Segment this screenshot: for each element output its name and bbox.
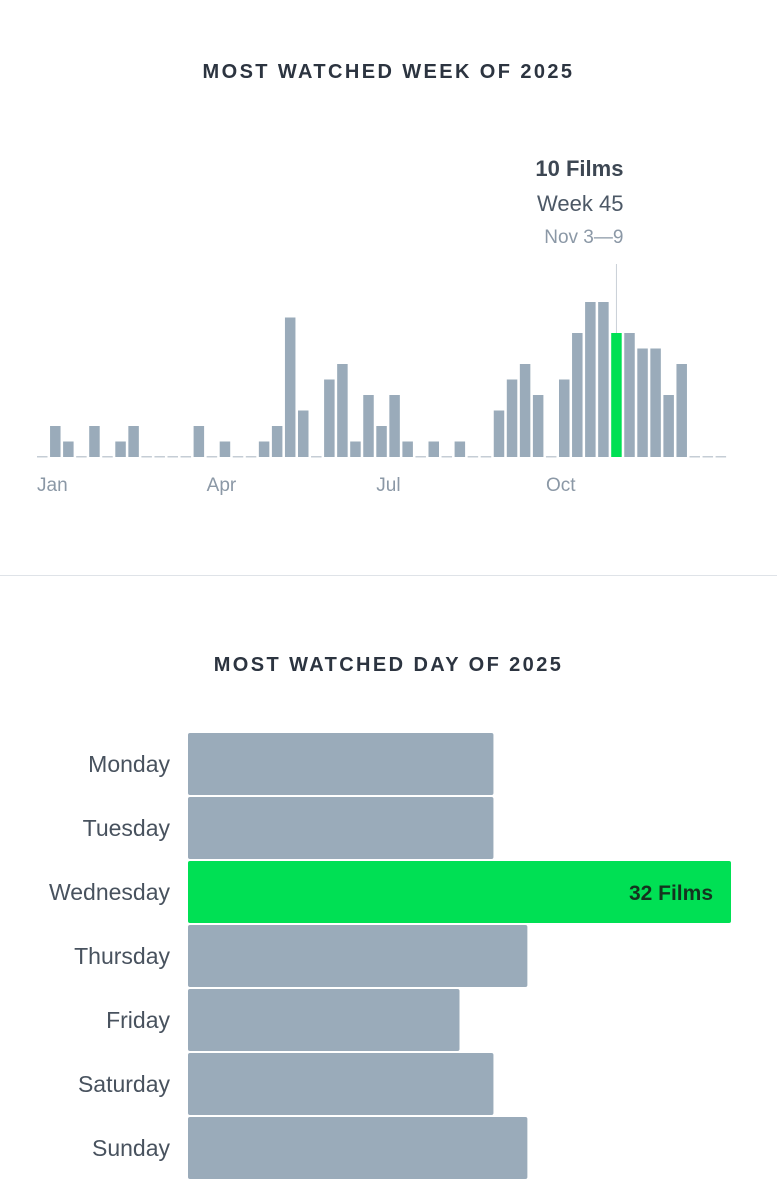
week-bar-empty [206, 456, 218, 458]
week-bar-empty [102, 456, 113, 458]
week-bar [89, 426, 100, 457]
week-bar-empty [180, 456, 192, 458]
day-bar [188, 861, 731, 923]
week-bar-empty [441, 456, 453, 458]
x-tick-label: Jan [37, 475, 68, 496]
week-bar [63, 441, 74, 457]
daily-films-chart: Monday Tuesday Wednesday 32 Films Thursday Fr… [49, 733, 731, 1179]
week-bar [559, 379, 570, 457]
week-bar-empty [232, 456, 244, 458]
week-bar [624, 333, 635, 457]
week-bar [611, 333, 622, 457]
week-bar [115, 441, 126, 457]
week-bar-empty [467, 456, 479, 458]
week-bar [128, 426, 139, 457]
week-bar [598, 302, 609, 457]
week-bar [337, 364, 348, 457]
week-bar-empty [715, 456, 727, 458]
week-bar [219, 441, 231, 457]
week-chart-title: MOST WATCHED WEEK OF 2025 [202, 61, 575, 83]
weekly-films-chart: Jan Apr Jul Oct 10 Films Week 45 Nov 3—9 [37, 156, 727, 496]
week-bar-empty [311, 456, 322, 458]
week-bar-empty [167, 456, 178, 458]
week-bar [350, 441, 361, 457]
week-bar [532, 395, 544, 457]
week-bar [258, 441, 270, 457]
week-bar-empty [545, 456, 557, 458]
day-bar [188, 733, 494, 795]
week-bar [572, 333, 583, 457]
week-bar [676, 364, 687, 457]
week-bar-empty [141, 456, 152, 458]
day-label: Wednesday [49, 879, 171, 905]
day-bar [188, 925, 528, 987]
week-bar [284, 317, 296, 457]
section-divider [0, 575, 777, 576]
week-bar [650, 348, 661, 457]
day-bar [188, 1053, 494, 1115]
week-bar [663, 395, 674, 457]
week-bar [363, 395, 374, 457]
day-chart-title: MOST WATCHED DAY OF 2025 [213, 654, 564, 676]
day-label: Sunday [92, 1135, 171, 1161]
highlight-films-label: 10 Films [535, 156, 623, 181]
highlight-week-label: Week 45 [537, 191, 623, 216]
week-bar-empty [76, 456, 87, 458]
x-tick-label: Apr [207, 475, 237, 496]
day-label: Thursday [74, 943, 170, 969]
x-tick-label: Jul [376, 475, 400, 496]
week-bar [493, 410, 505, 457]
week-bar-empty [702, 456, 714, 458]
day-label: Tuesday [83, 815, 171, 841]
week-bar [428, 441, 439, 457]
week-bar [506, 379, 518, 457]
week-bar [637, 348, 648, 457]
day-bar [188, 989, 460, 1051]
day-label: Monday [88, 751, 170, 777]
day-label: Friday [106, 1007, 170, 1033]
week-bar-empty [480, 456, 492, 458]
week-bar-empty [37, 456, 48, 458]
highlight-date-range: Nov 3—9 [544, 227, 623, 248]
week-bar [454, 441, 466, 457]
week-bar [193, 426, 205, 457]
week-bar-empty [154, 456, 165, 458]
week-bar-empty [415, 456, 426, 458]
day-label: Saturday [78, 1071, 171, 1097]
week-bar [376, 426, 387, 457]
week-bar-empty [689, 456, 700, 458]
x-tick-label: Oct [546, 475, 576, 496]
week-bar [324, 379, 335, 457]
week-bar [298, 410, 309, 457]
week-bar [585, 302, 596, 457]
week-bar [271, 426, 283, 457]
week-bar-empty [245, 456, 257, 458]
week-bar [389, 395, 400, 457]
day-bar [188, 1117, 528, 1179]
day-bar [188, 797, 494, 859]
week-bar [519, 364, 531, 457]
day-bar-value-label: 32 Films [629, 882, 713, 905]
week-bar [50, 426, 61, 457]
week-bar [402, 441, 413, 457]
